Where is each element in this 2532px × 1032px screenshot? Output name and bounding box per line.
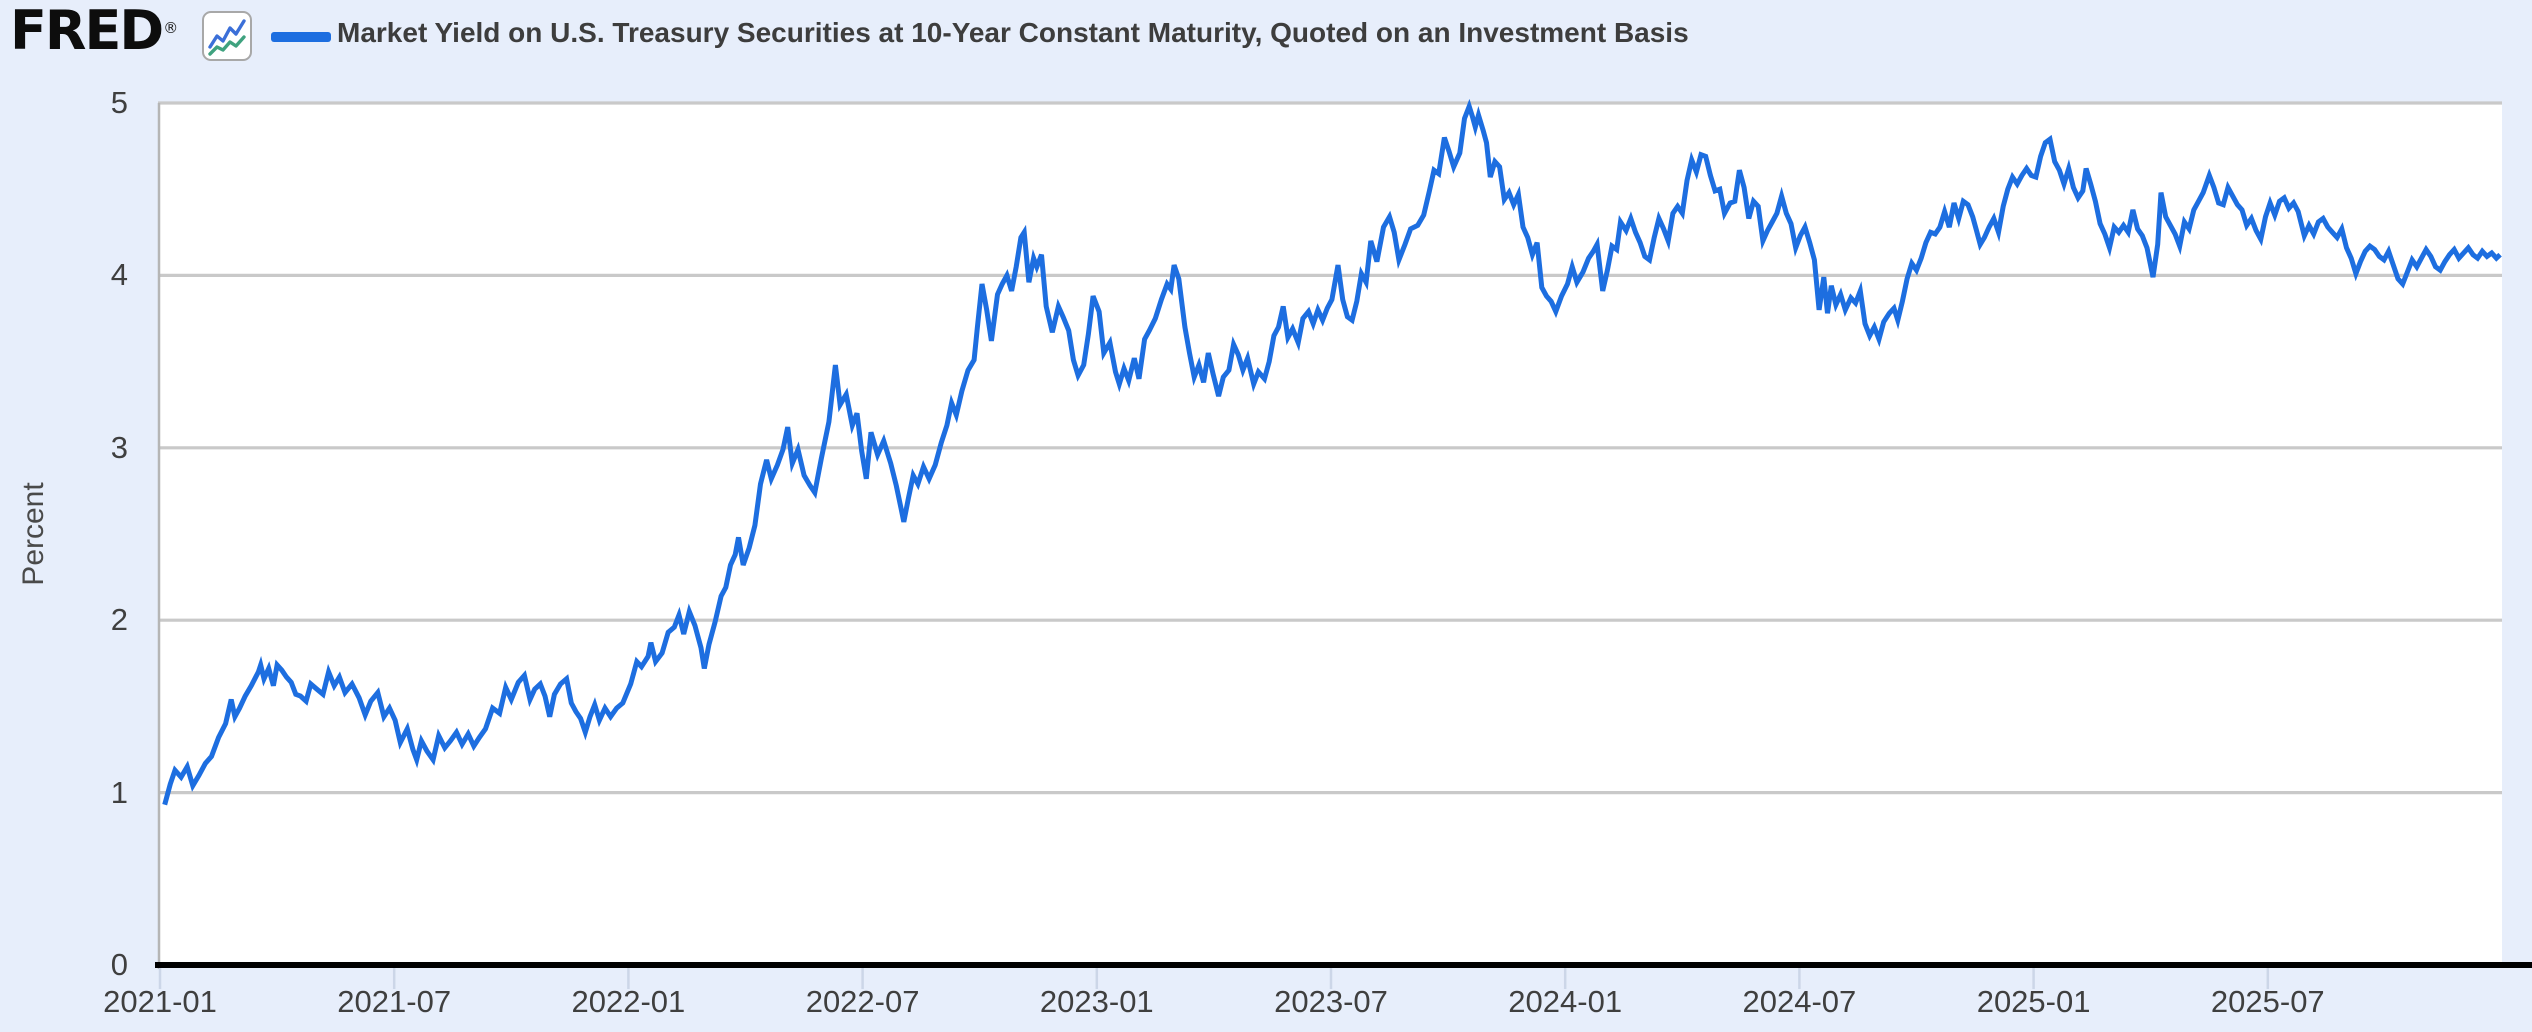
- plot-area[interactable]: [158, 103, 2502, 965]
- y-tick-label-3: 3: [110, 429, 128, 465]
- x-tick-label-2025-01: 2025-01: [1976, 984, 2091, 1019]
- x-tick-label-2023-01: 2023-01: [1039, 984, 1154, 1019]
- y-axis-title: Percent: [17, 482, 50, 586]
- series-legend-swatch: [271, 32, 331, 42]
- x-tick-label-2024-01: 2024-01: [1508, 984, 1623, 1019]
- x-tick-label-2022-07: 2022-07: [805, 984, 920, 1019]
- y-tick-label-5: 5: [110, 85, 128, 120]
- x-tick-label-2025-07: 2025-07: [2210, 984, 2325, 1019]
- y-tick-label-0: 0: [110, 947, 128, 982]
- fred-logo[interactable]: FRED ®: [10, 4, 178, 58]
- fred-logo-text: FRED: [10, 0, 164, 62]
- line-chart-icon: [202, 11, 252, 61]
- registered-trademark: ®: [163, 19, 179, 37]
- x-axis-line: [155, 962, 2532, 968]
- x-tick-label-2021-01: 2021-01: [103, 984, 217, 1019]
- x-tick-label-2023-07: 2023-07: [1274, 984, 1388, 1019]
- series-legend-label: Market Yield on U.S. Treasury Securities…: [337, 17, 1689, 48]
- x-tick-label-2024-07: 2024-07: [1742, 984, 1857, 1019]
- x-tick-label-2021-07: 2021-07: [337, 984, 452, 1019]
- y-tick-label-1: 1: [110, 774, 128, 810]
- y-tick-label-2: 2: [110, 602, 128, 638]
- y-tick-label-4: 4: [110, 257, 128, 293]
- series-line[interactable]: [162, 98, 2502, 806]
- x-tick-label-2022-01: 2022-01: [571, 984, 686, 1019]
